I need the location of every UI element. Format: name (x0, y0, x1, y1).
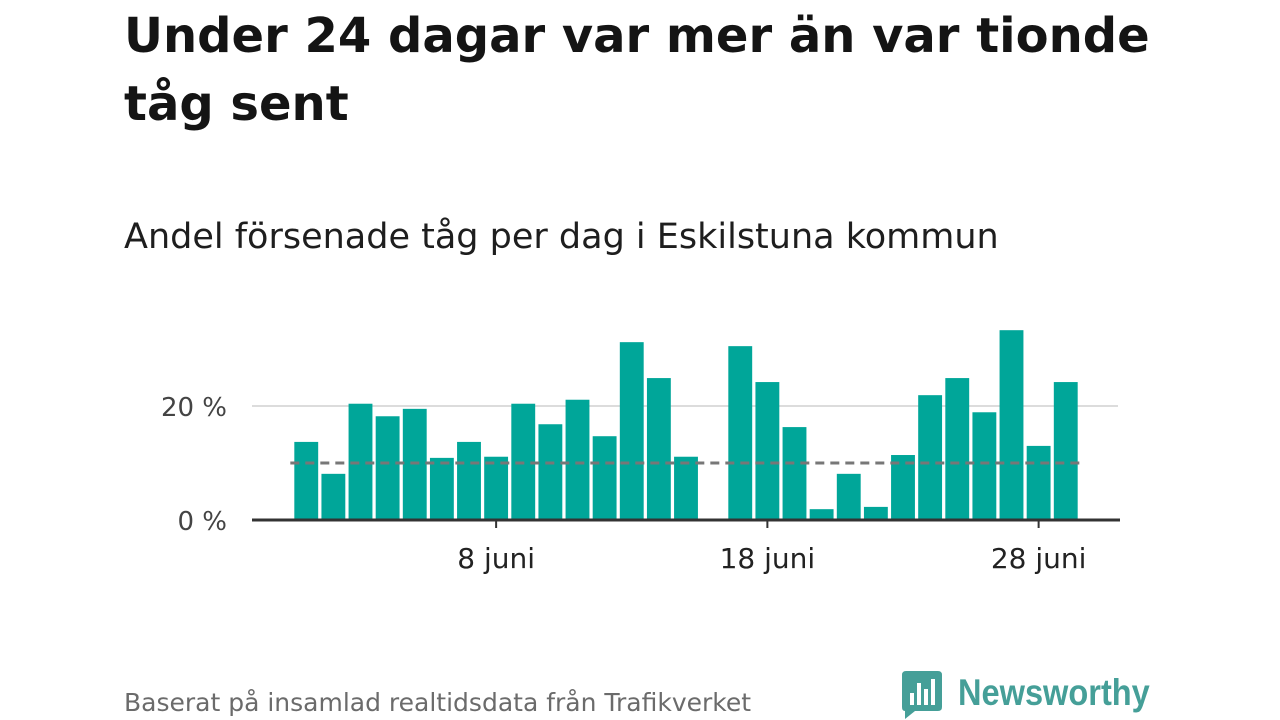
x-axis (252, 518, 1120, 528)
bar-3-juni (348, 403, 373, 520)
bar-10-juni (538, 424, 563, 520)
y-tick-label: 20 % (161, 393, 227, 423)
bars (294, 330, 1078, 520)
bar-6-juni (429, 457, 454, 520)
bar-chart-speech-bubble-icon (902, 671, 942, 719)
source-note: Baserat på insamlad realtidsdata från Tr… (124, 688, 752, 717)
bar-23-juni (891, 455, 915, 520)
bar-8-juni (484, 456, 509, 520)
bar-14-juni (646, 378, 671, 520)
x-tick-label: 18 juni (720, 542, 816, 575)
bar-15-juni (674, 456, 698, 520)
bar-7-juni (457, 441, 481, 520)
bar-17-juni (728, 346, 753, 520)
bar-12-juni (592, 436, 617, 520)
bar-28-juni (1026, 445, 1051, 520)
x-tick-label: 8 juni (457, 542, 535, 575)
bar-2-juni (321, 473, 346, 520)
page-title: Under 24 dagar var mer än var tionde tåg… (124, 8, 1150, 132)
bar-29-juni (1053, 382, 1078, 520)
bar-26-juni (972, 412, 997, 520)
bar-18-juni (755, 382, 780, 520)
chart-subtitle: Andel försenade tåg per dag i Eskilstuna… (124, 217, 999, 257)
y-tick-label: 0 % (177, 507, 227, 537)
bar-24-juni (918, 395, 943, 520)
bar-4-juni (375, 416, 400, 520)
y-tick-labels: 0 % 20 % (161, 393, 227, 537)
bar-19-juni (782, 427, 807, 520)
bar-1-juni (294, 441, 319, 520)
newsworthy-logo: Newsworthy (901, 671, 1161, 720)
bar-13-juni (619, 342, 644, 520)
x-tick-label: 28 juni (991, 542, 1087, 575)
bar-20-juni (809, 509, 834, 520)
bar-21-juni (836, 473, 861, 520)
bar-25-juni (945, 378, 970, 520)
x-tick-labels: 8 juni 18 juni 28 juni (457, 542, 1086, 575)
bar-22-juni (863, 506, 888, 520)
bar-11-juni (565, 399, 590, 520)
bar-27-juni (999, 330, 1024, 520)
logo-wordmark: Newsworthy (958, 672, 1150, 713)
